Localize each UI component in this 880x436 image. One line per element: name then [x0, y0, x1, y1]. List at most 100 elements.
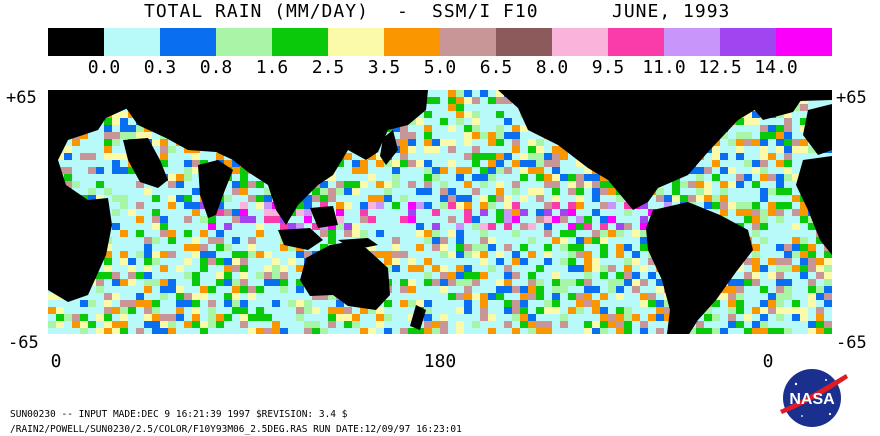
rain-cell	[792, 111, 800, 118]
rain-cell	[408, 160, 416, 167]
rain-cell	[376, 321, 384, 328]
rain-cell	[760, 216, 768, 223]
rain-cell	[360, 314, 368, 321]
rain-cell	[200, 307, 208, 314]
rain-cell	[544, 223, 552, 230]
rain-cell	[112, 300, 120, 307]
rain-cell	[696, 174, 704, 181]
rain-cell	[264, 265, 272, 272]
rain-cell	[336, 307, 344, 314]
rain-cell	[528, 293, 536, 300]
rain-cell	[456, 174, 464, 181]
rain-cell	[608, 230, 616, 237]
rain-cell	[160, 216, 168, 223]
rain-cell	[576, 321, 584, 328]
rain-cell	[200, 321, 208, 328]
rain-cell	[448, 104, 456, 111]
rain-cell	[512, 104, 520, 111]
rain-cell	[480, 314, 488, 321]
rain-cell	[384, 258, 392, 265]
rain-cell	[752, 167, 760, 174]
rain-cell	[104, 132, 112, 139]
rain-cell	[776, 293, 784, 300]
rain-cell	[424, 202, 432, 209]
rain-cell	[120, 300, 128, 307]
rain-cell	[408, 202, 416, 209]
rain-cell	[432, 146, 440, 153]
rain-cell	[56, 314, 64, 321]
rain-cell	[176, 300, 184, 307]
rain-cell	[808, 328, 816, 335]
rain-cell	[520, 153, 528, 160]
rain-cell	[192, 195, 200, 202]
rain-cell	[464, 314, 472, 321]
rain-cell	[144, 188, 152, 195]
rain-cell	[208, 307, 216, 314]
rain-cell	[360, 307, 368, 314]
rain-cell	[112, 321, 120, 328]
rain-cell	[224, 328, 232, 335]
rain-cell	[104, 167, 112, 174]
rain-cell	[536, 167, 544, 174]
rain-cell	[824, 272, 832, 279]
rain-cell	[248, 328, 256, 335]
rain-cell	[432, 209, 440, 216]
rain-cell	[288, 307, 296, 314]
rain-cell	[424, 188, 432, 195]
rain-cell	[400, 125, 408, 132]
rain-cell	[240, 286, 248, 293]
rain-cell	[616, 328, 624, 335]
rain-cell	[800, 146, 808, 153]
rain-cell	[504, 244, 512, 251]
rain-cell	[648, 293, 656, 300]
rain-cell	[96, 272, 104, 279]
rain-cell	[160, 293, 168, 300]
rain-cell	[384, 160, 392, 167]
rain-cell	[464, 251, 472, 258]
rain-cell	[112, 118, 120, 125]
rain-cell	[184, 195, 192, 202]
rain-cell	[496, 286, 504, 293]
rain-cell	[640, 321, 648, 328]
rain-cell	[720, 209, 728, 216]
rain-cell	[176, 188, 184, 195]
rain-cell	[320, 244, 328, 251]
rain-cell	[176, 195, 184, 202]
rain-cell	[600, 244, 608, 251]
rain-cell	[232, 307, 240, 314]
rain-cell	[144, 279, 152, 286]
rain-cell	[728, 125, 736, 132]
rain-cell	[624, 279, 632, 286]
rain-cell	[112, 272, 120, 279]
rain-cell	[736, 146, 744, 153]
rain-cell	[152, 279, 160, 286]
rain-cell	[184, 160, 192, 167]
rain-cell	[800, 237, 808, 244]
rain-cell	[440, 139, 448, 146]
rain-cell	[464, 293, 472, 300]
rain-cell	[552, 181, 560, 188]
rain-cell	[752, 328, 760, 335]
rain-cell	[240, 321, 248, 328]
legend-swatch-6	[384, 28, 440, 56]
rain-cell	[96, 314, 104, 321]
rain-cell	[192, 300, 200, 307]
rain-cell	[616, 244, 624, 251]
rain-cell	[424, 160, 432, 167]
rain-cell	[576, 181, 584, 188]
rain-cell	[616, 286, 624, 293]
rain-cell	[96, 195, 104, 202]
rain-cell	[600, 202, 608, 209]
rain-cell	[544, 251, 552, 258]
rain-cell	[224, 258, 232, 265]
rain-cell	[584, 251, 592, 258]
rain-cell	[392, 251, 400, 258]
rain-cell	[280, 286, 288, 293]
rain-cell	[640, 300, 648, 307]
rain-cell	[104, 272, 112, 279]
rain-cell	[144, 251, 152, 258]
land-greenland	[738, 90, 808, 120]
rain-cell	[128, 293, 136, 300]
rain-cell	[800, 272, 808, 279]
land-india	[198, 160, 233, 218]
